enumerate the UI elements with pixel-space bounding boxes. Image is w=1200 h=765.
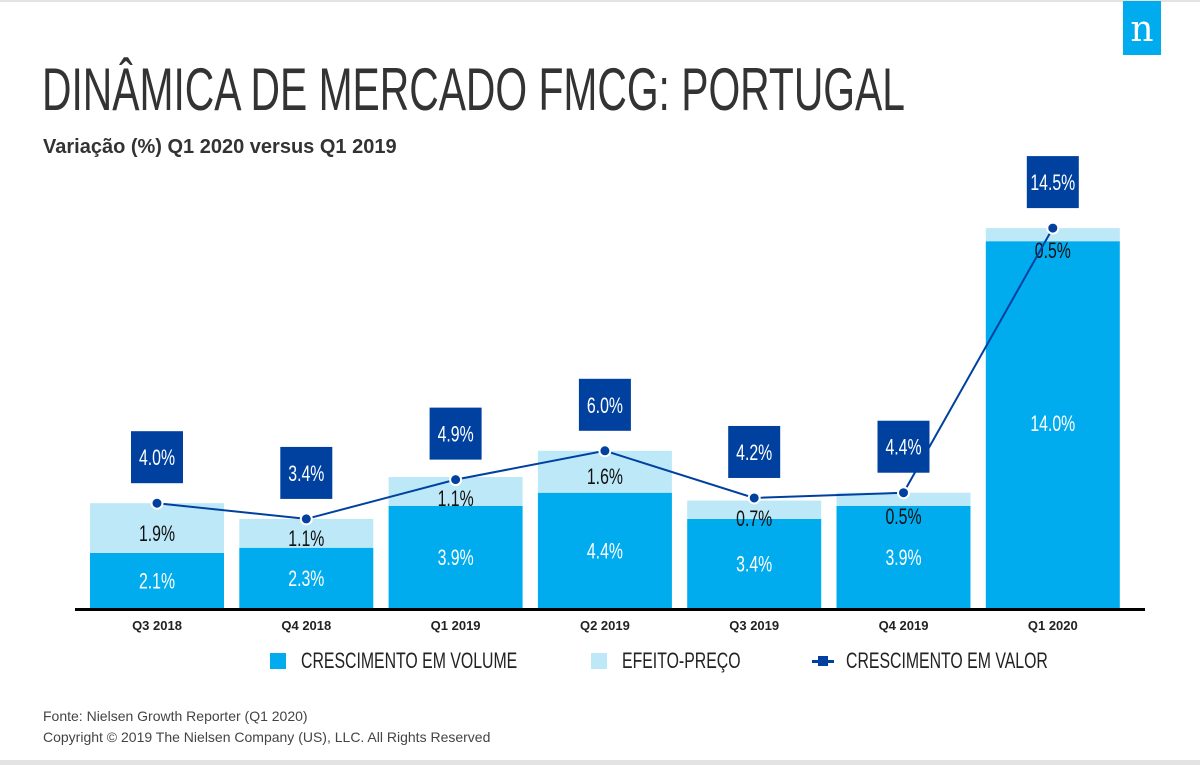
bar-volume [90,552,224,608]
value-callout-box [131,431,183,484]
legend-label-value: CRESCIMENTO EM VALOR [845,648,1048,673]
value-callout-box [429,407,482,460]
value-callout-box [728,425,781,478]
bar-price-effect [90,503,224,553]
x-tick-label: Q4 2018 [281,618,331,633]
bar-label-price-effect: 0.7% [736,508,772,532]
value-callout-label: 14.5% [1030,172,1075,196]
bar-label-volume: 2.3% [288,568,324,592]
bar-label-volume: 3.4% [736,553,772,577]
stacked-bar-line-chart: 2.1% 1.9% 2.3% 1.1% 3.9% 1.1% 4.4% 1.6% 3.4% 0.7%… [75,156,1145,633]
chart-subtitle: Variação (%) Q1 2020 versus Q1 2019 [43,136,397,158]
bar-label-volume: 14.0% [1030,413,1075,437]
x-tick-label: Q3 2018 [132,618,182,633]
value-callout-label: 4.9% [438,423,474,447]
bar-label-price-effect: 0.5% [885,506,921,530]
value-callout-box [280,446,333,499]
top-border [0,0,1200,2]
bar-label-price-effect: 1.6% [587,466,623,490]
value-point [1046,221,1060,235]
logo-letter: n [1130,9,1154,50]
nielsen-logo-icon: n [1123,1,1161,55]
x-tick-label: Q2 2019 [580,618,630,633]
bar-volume [537,492,672,608]
chart-legend: CRESCIMENTO EM VOLUME EFEITO-PREÇO CRESC… [270,648,1166,674]
value-callout-label: 6.0% [587,394,623,418]
bar-price-effect [537,450,672,493]
value-point [299,512,313,526]
bar-label-volume: 3.9% [438,547,474,571]
x-tick-label: Q1 2020 [1028,618,1078,633]
bar-volume [388,505,523,608]
source-note: Fonte: Nielsen Growth Reporter (Q1 2020) [43,708,308,724]
value-point [598,444,612,458]
value-callout-label: 3.4% [288,463,324,487]
legend-item-price: EFEITO-PREÇO [591,648,787,674]
bar-price-effect [985,228,1120,242]
bar-label-volume: 4.4% [587,540,623,564]
value-callout-box [1026,156,1079,209]
bar-label-price-effect: 1.1% [438,488,474,512]
value-callouts-layer: 4.0% 3.4% 4.9% 6.0% 4.2% 4.4% 14.5% [131,156,1079,499]
volume-swatch-icon [270,653,286,669]
bar-volume [687,518,822,608]
bar-labels-layer: 2.1% 1.9% 2.3% 1.1% 3.9% 1.1% 4.4% 1.6% 3.4% 0.7%… [139,240,1075,595]
value-point [449,473,463,487]
bar-volume [836,505,971,608]
value-line-layer [150,221,1060,526]
copyright-note: Copyright © 2019 The Nielsen Company (US… [43,729,491,745]
x-tick-label: Q4 2019 [879,618,929,633]
value-callout-label: 4.0% [139,447,175,471]
bottom-border [0,760,1200,765]
bar-volume [985,241,1120,608]
legend-label-price: EFEITO-PREÇO [622,648,741,673]
value-point [150,496,164,510]
bars-layer [90,228,1120,608]
bar-price-effect [687,500,822,519]
page-title: DINÂMICA DE MERCADO FMCG: PORTUGAL [42,56,905,123]
x-axis-tick-labels: Q3 2018 Q4 2018 Q1 2019 Q2 2019 Q3 2019 Q4 20… [132,618,1078,633]
value-line-icon [811,653,834,669]
legend-item-value: CRESCIMENTO EM VALOR [811,648,1126,674]
bar-label-volume: 3.9% [885,547,921,571]
bar-label-price-effect: 1.1% [288,528,324,552]
value-callout-box [578,378,631,431]
value-callout-box [877,420,930,473]
bar-label-volume: 2.1% [139,570,175,594]
value-point [897,486,910,500]
bar-label-price-effect: 0.5% [1035,240,1071,264]
legend-item-volume: CRESCIMENTO EM VOLUME [270,648,601,674]
value-callout-label: 4.4% [885,436,921,460]
value-callout-label: 4.2% [736,442,772,466]
bar-label-price-effect: 1.9% [139,523,175,547]
value-point [747,491,761,505]
x-tick-label: Q3 2019 [729,618,779,633]
price-swatch-icon [591,653,608,669]
bar-price-effect [836,492,971,506]
bar-volume [239,547,374,608]
x-tick-label: Q1 2019 [431,618,481,633]
legend-label-volume: CRESCIMENTO EM VOLUME [301,648,518,673]
